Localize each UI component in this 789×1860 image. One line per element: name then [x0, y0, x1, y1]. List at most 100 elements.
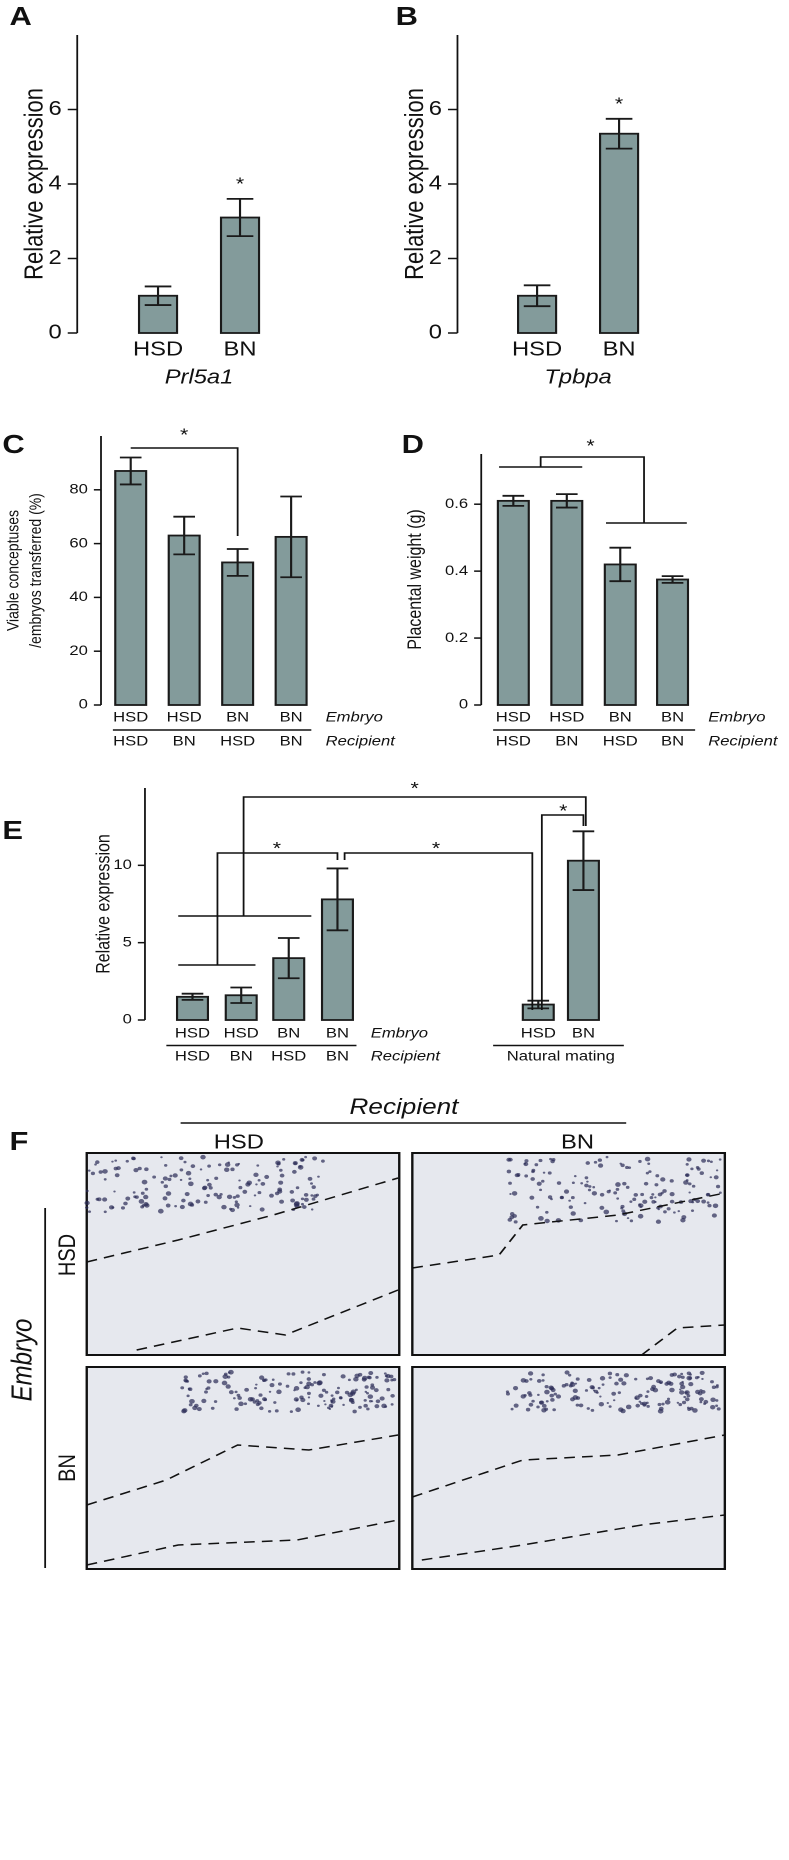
cell-dot — [607, 1371, 613, 1376]
cell-dot — [303, 1197, 309, 1202]
cell-dot — [560, 1196, 564, 1199]
cell-dot — [347, 1392, 354, 1398]
error-bar — [226, 548, 249, 577]
cell-dot — [160, 1156, 163, 1159]
cell-dot — [256, 1164, 260, 1167]
cell-dot — [685, 1179, 689, 1182]
cell-dot — [188, 1387, 193, 1392]
cell-dot — [321, 1373, 326, 1377]
error-bar — [605, 117, 633, 150]
cell-dot — [539, 1400, 545, 1405]
cell-dot — [90, 1171, 96, 1176]
cell-dot — [605, 1155, 609, 1159]
cell-dot — [606, 1189, 611, 1194]
bar — [496, 499, 530, 706]
cell-dot — [613, 1191, 618, 1195]
cell-dot — [638, 1400, 642, 1403]
y-tick-label: 0 — [123, 1012, 132, 1027]
cell-dot — [689, 1406, 694, 1411]
cell-dot — [312, 1156, 318, 1161]
cell-dot — [538, 1216, 544, 1221]
row-label: Embryo — [708, 710, 766, 725]
cell-dot — [318, 1393, 324, 1398]
cell-dot — [94, 1163, 97, 1166]
cell-dot — [328, 1403, 334, 1408]
y-tick-label: 0 — [79, 697, 88, 712]
cell-dot — [586, 1180, 589, 1183]
cell-dot — [669, 1387, 675, 1393]
cell-dot — [102, 1197, 108, 1202]
cell-dot — [311, 1185, 316, 1189]
cell-dot — [199, 1168, 203, 1171]
cell-dot — [716, 1407, 721, 1411]
cell-dot — [620, 1206, 624, 1210]
cell-dot — [707, 1203, 712, 1208]
significance-bracket — [540, 814, 585, 1010]
cell-dot — [103, 1210, 107, 1214]
error-bar — [280, 495, 302, 579]
cell-dot — [637, 1213, 644, 1219]
cell-dot — [292, 1169, 297, 1174]
cell-dot — [715, 1399, 719, 1402]
cell-dot — [165, 1203, 171, 1208]
cell-dot — [648, 1376, 654, 1381]
x-tick-label: HSD — [220, 734, 255, 749]
cell-dot — [591, 1386, 595, 1390]
x-tick-label: HSD — [521, 1026, 556, 1041]
y-tick-label: 60 — [69, 535, 87, 550]
cell-dot — [274, 1409, 279, 1413]
cell-dot — [293, 1161, 297, 1165]
cell-dot — [279, 1199, 285, 1204]
cell-dot — [544, 1218, 550, 1224]
cell-dot — [711, 1213, 717, 1218]
row-label: HSD — [54, 1234, 81, 1276]
cell-dot — [635, 1403, 640, 1408]
cell-dot — [214, 1176, 219, 1180]
boundary-lines — [86, 1177, 726, 1566]
cell-dot — [317, 1175, 320, 1178]
cell-dot — [289, 1410, 293, 1413]
cell-dot — [347, 1378, 351, 1382]
cell-dot — [568, 1199, 571, 1202]
cell-dot — [125, 1196, 131, 1201]
error-bar — [502, 494, 525, 507]
cell-dot — [618, 1407, 624, 1412]
cell-dot — [626, 1217, 630, 1220]
cell-dot — [595, 1391, 599, 1394]
cell-dot — [299, 1395, 304, 1400]
y-axis-label: Viable conceptuses — [5, 510, 23, 631]
cell-dot — [715, 1404, 719, 1408]
cell-dot — [87, 1210, 92, 1213]
cell-dot — [157, 1208, 164, 1214]
cell-dot — [259, 1375, 265, 1380]
cell-dot — [253, 1172, 259, 1178]
cell-dot — [237, 1396, 242, 1400]
cell-dot — [225, 1384, 231, 1389]
cell-dot — [647, 1162, 651, 1165]
cell-dot — [536, 1378, 542, 1383]
x-tick-label: HSD — [167, 710, 202, 725]
cell-dot — [392, 1378, 397, 1382]
x-tick-label: BN — [280, 734, 303, 749]
cell-dot — [657, 1208, 660, 1211]
cell-dot — [216, 1194, 222, 1200]
cell-dot — [715, 1184, 721, 1189]
cell-dot — [584, 1183, 589, 1188]
cell-dot — [684, 1397, 690, 1402]
cell-dot — [706, 1201, 710, 1204]
cell-dot — [618, 1377, 624, 1382]
cell-dot — [207, 1164, 211, 1168]
cell-dot — [658, 1406, 664, 1411]
cell-dot — [390, 1403, 394, 1406]
panel-letter: C — [2, 430, 24, 459]
cell-dot — [651, 1193, 655, 1196]
cell-dot — [541, 1379, 545, 1382]
cell-dot — [511, 1191, 518, 1196]
cell-dot — [316, 1404, 320, 1407]
cell-dot — [513, 1403, 519, 1408]
cell-dot — [179, 1168, 184, 1172]
cell-dot — [640, 1192, 645, 1197]
x-tick-label: BN — [326, 1026, 349, 1041]
